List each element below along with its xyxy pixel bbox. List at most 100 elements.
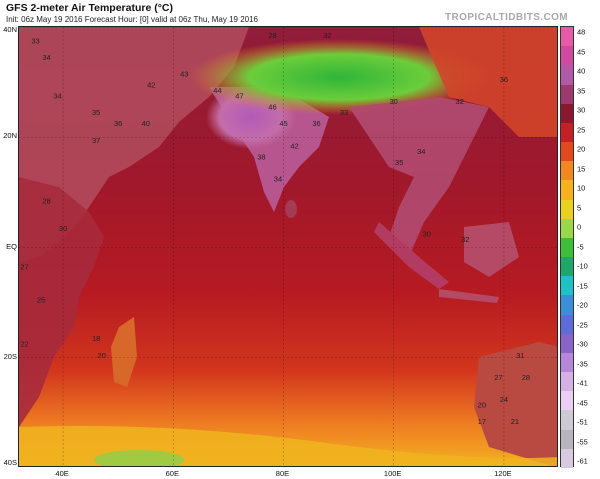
colorbar-tick-label: 5	[577, 203, 582, 212]
colorbar-segment	[561, 84, 573, 105]
land-sumatra	[374, 222, 449, 289]
colorbar-segment	[561, 295, 573, 316]
colorbar-segment	[561, 199, 573, 220]
station-value: 40	[142, 119, 150, 128]
latitude-label: 40S	[3, 458, 17, 467]
colorbar-tick-label: -41	[577, 378, 588, 388]
land-madagascar	[111, 317, 137, 387]
station-value: 28	[522, 373, 530, 382]
station-value: 45	[279, 119, 287, 128]
station-value: 18	[92, 334, 100, 343]
land-africa	[19, 177, 104, 427]
land-borneo	[464, 222, 519, 277]
colorbar-tick-label: 48	[577, 27, 586, 37]
station-value: 36	[312, 119, 320, 128]
station-value: 36	[500, 75, 508, 84]
longitude-label: 80E	[275, 469, 290, 478]
station-value: 33	[31, 37, 39, 46]
temperature-map: 33 34 34 35 36 37 40 43 42 44 47 46 45 42 38 36 34 33 30 35…	[18, 26, 558, 467]
station-value: 37	[92, 136, 100, 145]
station-value: 47	[235, 92, 243, 101]
station-value: 30	[59, 224, 67, 233]
station-value: 46	[268, 103, 276, 112]
latitude-label: EQ	[6, 241, 17, 251]
colorbar-tick-label: -30	[577, 339, 588, 349]
longitude-label: 120E	[494, 469, 512, 478]
southern-green-patch	[94, 450, 184, 466]
land-china	[419, 27, 557, 137]
colorbar-tick-label: -61	[577, 456, 588, 466]
station-value: 25	[37, 296, 45, 305]
colorbar-tick-label: -45	[577, 398, 588, 407]
colorbar-tick-label: -10	[577, 261, 588, 271]
station-value: 35	[92, 108, 100, 117]
colorbar-segment	[561, 180, 573, 201]
colorbar-segment	[561, 410, 573, 431]
colorbar-tick-label: 10	[577, 183, 586, 193]
land-southeast-asia	[349, 97, 489, 257]
colorbar-tick-label: 25	[577, 125, 586, 134]
colorbar-segment	[561, 142, 573, 162]
graticule	[19, 27, 557, 466]
colorbar-segment	[561, 257, 573, 277]
station-value: 32	[461, 235, 469, 244]
colorbar-tick-label: 45	[577, 47, 586, 56]
station-value: 20	[97, 351, 105, 360]
colorbar-segment	[561, 276, 573, 296]
colorbar-segment	[561, 448, 573, 469]
colorbar-segment	[561, 218, 573, 239]
colorbar-tick-label: -25	[577, 320, 588, 329]
colorbar-segment	[561, 333, 573, 354]
station-value: 34	[274, 174, 282, 183]
station-value: 30	[390, 97, 398, 106]
station-value: 27	[20, 263, 28, 272]
station-value: 44	[213, 86, 221, 95]
latitude-label: 20N	[3, 131, 17, 141]
colorbar-tick-label: -35	[577, 359, 588, 368]
station-value: 42	[290, 141, 298, 150]
brand-watermark: TROPICALTIDBITS.COM	[445, 12, 568, 23]
colorbar-tick-label: -20	[577, 300, 588, 310]
station-value: 31	[516, 351, 524, 360]
colorbar-tick-label: -51	[577, 417, 588, 427]
station-value: 21	[511, 417, 519, 426]
colorbar-segment	[561, 391, 573, 411]
map-canvas: 3334343536374043424447464542383634333035…	[19, 27, 557, 466]
colorbar-segment	[561, 372, 573, 392]
colorbar-tick-label: 30	[577, 105, 586, 115]
colorbar-segment	[561, 65, 573, 86]
station-value: 42	[147, 81, 155, 90]
station-value: 17	[478, 417, 486, 426]
colorbar-tick-label: -15	[577, 281, 588, 290]
station-value: 28	[42, 196, 50, 205]
colorbar-tick-label: 20	[577, 144, 586, 154]
station-value: 32	[456, 97, 464, 106]
colorbar-segment	[561, 352, 573, 373]
colorbar-tick-label: 35	[577, 86, 586, 95]
station-value: 27	[494, 373, 502, 382]
station-value: 28	[268, 31, 276, 40]
station-value: 34	[42, 53, 50, 62]
colorbar-tick-label: -55	[577, 437, 588, 446]
station-value: 43	[180, 70, 188, 79]
colorbar-segment	[561, 27, 573, 47]
land-java	[439, 289, 499, 303]
land-australia	[474, 342, 557, 466]
land-sri-lanka	[285, 200, 297, 218]
colorbar-tick-label: 15	[577, 164, 586, 173]
station-value: 36	[114, 119, 122, 128]
map-title: GFS 2-meter Air Temperature (°C)	[6, 2, 173, 14]
colorbar-segment	[561, 429, 573, 450]
colorbar-segment	[561, 314, 573, 335]
station-value: 35	[395, 158, 403, 167]
colorbar	[560, 26, 574, 469]
station-value: 32	[323, 31, 331, 40]
station-value: 24	[500, 395, 508, 404]
station-value: 34	[53, 92, 61, 101]
colorbar-segment	[561, 161, 573, 181]
station-value: 33	[340, 108, 348, 117]
longitude-label: 100E	[383, 469, 402, 478]
longitude-label: 60E	[165, 469, 179, 478]
colorbar-tick-label: 0	[577, 222, 582, 232]
station-value: 30	[423, 229, 431, 238]
